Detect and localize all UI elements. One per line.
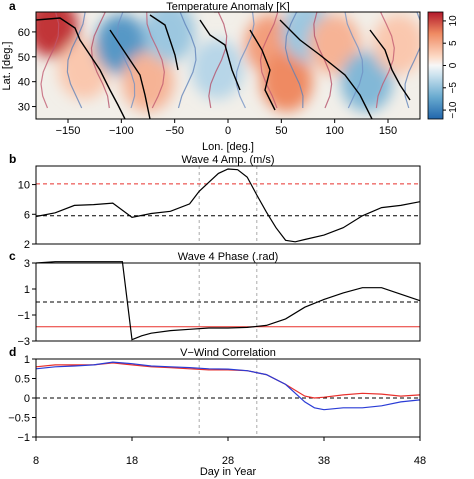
series-line [35,168,421,243]
panel-a-ylabel: Lat. [deg.] [1,42,13,91]
heatmap-field [36,12,420,119]
x-tick-label: 48 [414,455,426,467]
panel-d-letter: d [9,345,16,359]
panel-b-frame [35,165,421,245]
coastline [36,17,126,119]
x-tick-label: 38 [318,455,330,467]
colorbar-tick-label: 0 [448,62,459,68]
contour-line [284,12,304,109]
panel-d: d V−Wind Correlation 1 0.5 0 −0.5 −1 8 18 28 38… [8,345,426,478]
panel-b-letter: b [9,152,16,166]
contour-line [404,12,420,109]
y-tick-label: 1 [24,354,30,366]
colorbar-tick-label: 10 [448,15,459,27]
contour-line [177,12,197,109]
series-line [35,362,421,399]
x-tick-label: 0 [225,125,231,137]
coastline [109,29,151,119]
panel-a-title: Temperature Anomaly [K] [166,1,290,13]
y-tick-label: 50 [18,52,30,64]
x-tick-label: −100 [109,125,134,137]
colorbar [427,11,444,120]
panel-d-xlabel: Day in Year [200,466,257,478]
y-tick-label: 60 [18,27,30,39]
y-tick-label: 0 [24,393,30,405]
y-tick-label: −3 [17,336,30,348]
coastline [369,29,411,101]
panel-c-frame [35,262,421,342]
y-tick-label: 40 [18,77,30,89]
x-tick-label: 28 [222,455,234,467]
colorbar-tick-label: −5 [448,82,459,94]
y-tick-label: 30 [18,102,30,114]
coastline [149,14,179,71]
anomaly-blob [372,14,420,75]
panel-d-title: V−Wind Correlation [180,347,276,359]
y-tick-label: 1 [24,284,30,296]
x-tick-label: 150 [379,125,397,137]
y-tick-label: −1 [17,310,30,322]
x-tick-label: 100 [325,125,343,137]
contour-line [235,12,255,109]
y-tick-label: 3 [24,258,30,270]
y-tick-label: 10 [18,180,30,192]
panel-c-title: Wave 4 Phase (.rad) [178,251,278,263]
x-tick-label: 18 [126,455,138,467]
contour-line [208,12,228,109]
colorbar-tick-label: −10 [448,101,459,118]
x-tick-label: 8 [33,455,39,467]
colorbar-tick-label: 5 [448,40,459,46]
panel-a: a Temperature Anomaly [K] −150 −100 −50 0 50… [1,0,459,153]
panel-c: c Wave 4 Phase (.rad) 3 1 −1 −3 [9,249,421,348]
anomaly-blob [260,51,313,112]
y-tick-label: −0.5 [8,413,30,425]
y-tick-label: 6 [24,209,30,221]
anomaly-blob [308,14,361,75]
contour-line [116,12,136,109]
contour-line [313,12,333,109]
y-tick-label: −1 [17,432,30,444]
panel-b-title: Wave 4 Amp. (m/s) [181,154,274,166]
x-tick-label: −50 [165,125,184,137]
y-tick-label: 0.5 [15,374,30,386]
series-line [35,261,421,341]
panel-a-letter: a [9,0,16,13]
x-tick-label: 50 [275,125,287,137]
contour-line [146,12,165,109]
contour-line [90,12,110,109]
panel-a-xlabel: Lon. [deg.] [202,141,254,153]
series-line [35,361,421,411]
coastline [279,19,373,119]
y-tick-label: 2 [24,239,30,251]
panel-b: b Wave 4 Amp. (m/s) 2 6 10 [9,152,421,251]
coastline [199,19,241,91]
coastline [249,29,276,111]
contour-line [259,12,279,109]
contour-line [66,12,86,109]
panel-c-letter: c [9,249,16,263]
x-tick-label: −150 [56,125,81,137]
contour-line [375,12,395,109]
